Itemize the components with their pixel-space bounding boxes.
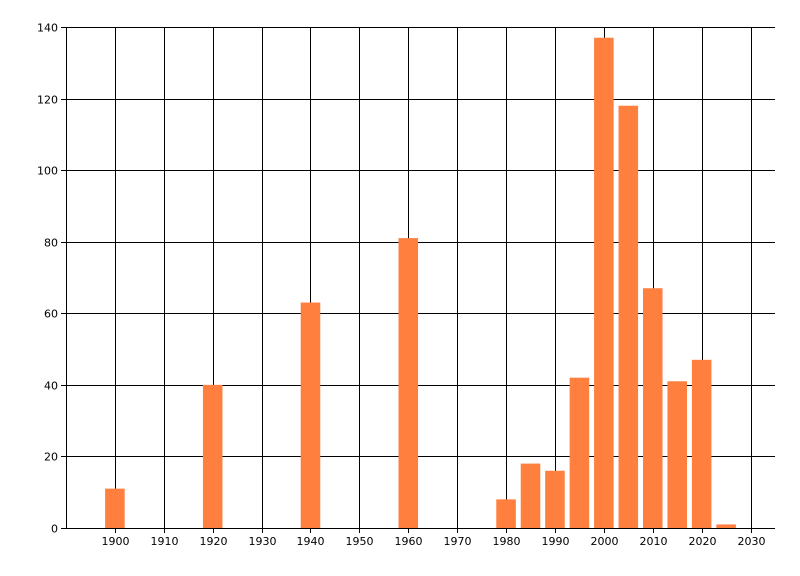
x-tick-label: 2020 — [689, 535, 717, 548]
y-tick-label: 80 — [44, 237, 58, 250]
bar-2010 — [642, 288, 663, 528]
x-tick-label: 2030 — [738, 535, 766, 548]
axes — [61, 27, 775, 533]
bar-2020 — [691, 359, 712, 528]
bar-1990 — [545, 470, 565, 528]
y-tick-label: 100 — [37, 165, 58, 178]
y-tick-label: 40 — [44, 380, 58, 393]
bar-1995 — [569, 377, 590, 528]
x-tick-label: 2010 — [640, 535, 668, 548]
tick-labels: 0 20 40 60 80 100 120 140 1900 1910 1920 1930 1940 19… — [37, 22, 766, 549]
bar-2015 — [667, 381, 687, 528]
bars — [105, 37, 736, 528]
x-tick-label: 1910 — [151, 535, 179, 548]
bar-2025 — [716, 524, 736, 528]
x-tick-label: 1920 — [200, 535, 228, 548]
y-tick-label: 120 — [37, 94, 58, 107]
bar-1940 — [300, 302, 321, 528]
bar-2005 — [618, 105, 639, 528]
x-tick-label: 1940 — [297, 535, 325, 548]
x-tick-label: 1950 — [346, 535, 374, 548]
x-tick-label: 1970 — [444, 535, 472, 548]
x-tick-label: 1960 — [395, 535, 423, 548]
bar-1980 — [496, 499, 516, 528]
bar-1960 — [398, 238, 419, 528]
y-tick-label: 140 — [37, 22, 58, 35]
y-tick-label: 60 — [44, 308, 58, 321]
bar-1920 — [202, 384, 223, 528]
bar-2000 — [594, 37, 614, 528]
x-tick-label: 1990 — [542, 535, 570, 548]
x-tick-label: 1930 — [249, 535, 277, 548]
x-tick-label: 1980 — [493, 535, 521, 548]
y-tick-label: 20 — [44, 451, 58, 464]
y-tick-label: 0 — [51, 523, 58, 536]
bar-1900 — [105, 488, 125, 528]
x-tick-label: 2000 — [591, 535, 619, 548]
grid — [66, 27, 775, 529]
bar-1985 — [520, 463, 541, 528]
x-tick-label: 1900 — [102, 535, 130, 548]
